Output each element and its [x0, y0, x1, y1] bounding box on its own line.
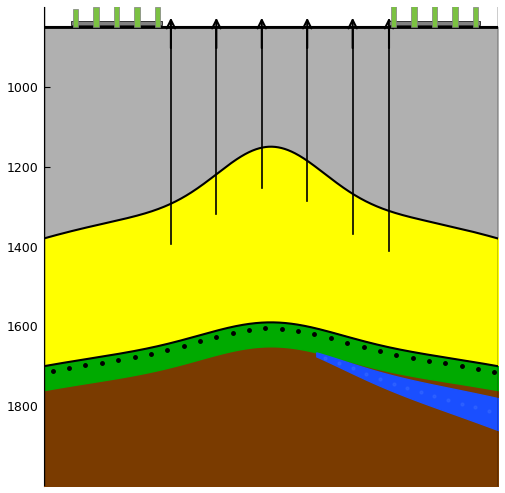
Bar	[73, 9, 78, 27]
Bar	[93, 7, 98, 27]
Bar	[391, 5, 396, 27]
Bar	[71, 21, 162, 25]
Bar	[155, 7, 160, 27]
Bar	[134, 7, 139, 27]
Bar	[114, 1, 119, 27]
Bar	[452, 1, 458, 27]
Bar	[432, 1, 437, 27]
Bar	[473, 7, 478, 27]
Bar	[411, 1, 417, 27]
Bar	[389, 21, 480, 25]
